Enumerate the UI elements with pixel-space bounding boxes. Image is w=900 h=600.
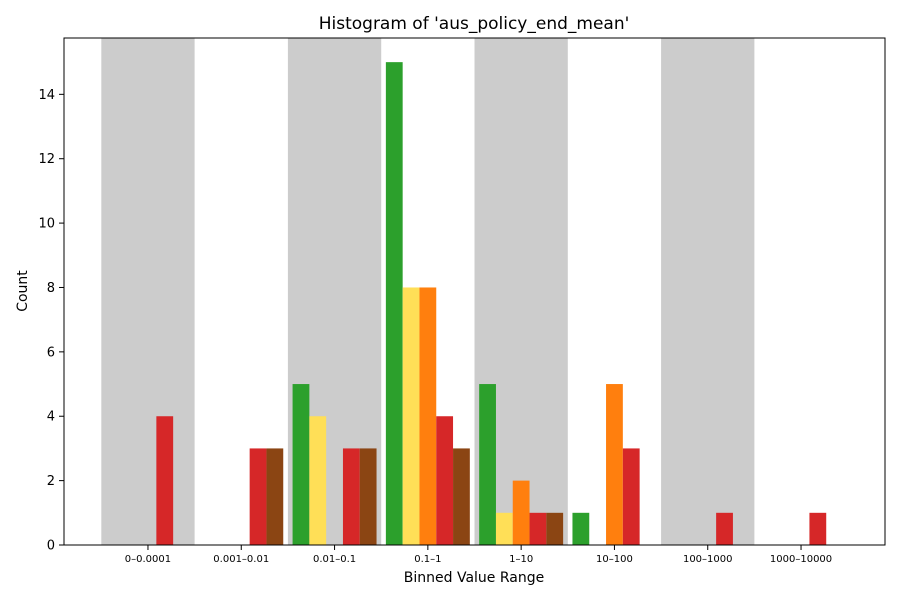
y-tick-label: 14 <box>38 88 55 103</box>
bar <box>546 512 564 545</box>
bar <box>342 448 360 545</box>
bar <box>266 448 284 545</box>
y-tick-label: 4 <box>47 410 55 425</box>
bar <box>309 416 327 545</box>
bar <box>809 512 827 545</box>
plot-frame <box>63 37 886 546</box>
x-tick-label: 0.001–0.01 <box>213 554 269 565</box>
bar <box>359 448 377 545</box>
x-tick-label: 0–0.0001 <box>125 554 171 565</box>
bar <box>249 448 267 545</box>
y-tick-label: 6 <box>47 345 55 360</box>
y-tick-label: 12 <box>38 152 55 167</box>
y-tick-label: 8 <box>47 281 55 296</box>
bar <box>479 384 496 545</box>
y-tick-label: 2 <box>47 474 55 489</box>
bar <box>622 448 640 545</box>
x-tick-label: 100–1000 <box>683 554 733 565</box>
y-tick-label: 10 <box>38 217 55 232</box>
y-axis-ticks: 0 2 4 6 8 10 12 14 <box>38 88 64 554</box>
bar <box>402 287 420 545</box>
bar <box>292 384 310 545</box>
x-tick-label: 10–100 <box>596 554 633 565</box>
bar <box>495 512 513 545</box>
x-tick-label: 0.1–1 <box>414 554 441 565</box>
bar <box>606 384 623 545</box>
bar <box>156 416 174 545</box>
bar <box>572 512 590 545</box>
bar <box>385 62 403 546</box>
shaded-bands <box>101 38 755 545</box>
bar <box>512 480 530 545</box>
x-tick-label: 0.01–0.1 <box>313 554 356 565</box>
x-tick-label: 1–10 <box>509 554 533 565</box>
bar <box>436 416 454 545</box>
x-axis-ticks: 0–0.0001 0.001–0.01 0.01–0.1 0.1–1 1–10 10–10… <box>125 545 832 565</box>
y-axis-label: Count <box>15 270 31 312</box>
y-tick-label: 0 <box>47 539 55 554</box>
bar <box>529 512 547 545</box>
x-tick-label: 1000–10000 <box>770 554 832 565</box>
bar <box>716 512 733 545</box>
bars <box>156 62 827 546</box>
shaded-band <box>661 38 755 545</box>
shaded-band <box>101 38 195 545</box>
bar <box>419 287 437 545</box>
chart-title: Histogram of 'aus_policy_end_mean' <box>319 14 630 34</box>
bar <box>453 448 470 545</box>
x-axis-label: Binned Value Range <box>404 570 544 586</box>
